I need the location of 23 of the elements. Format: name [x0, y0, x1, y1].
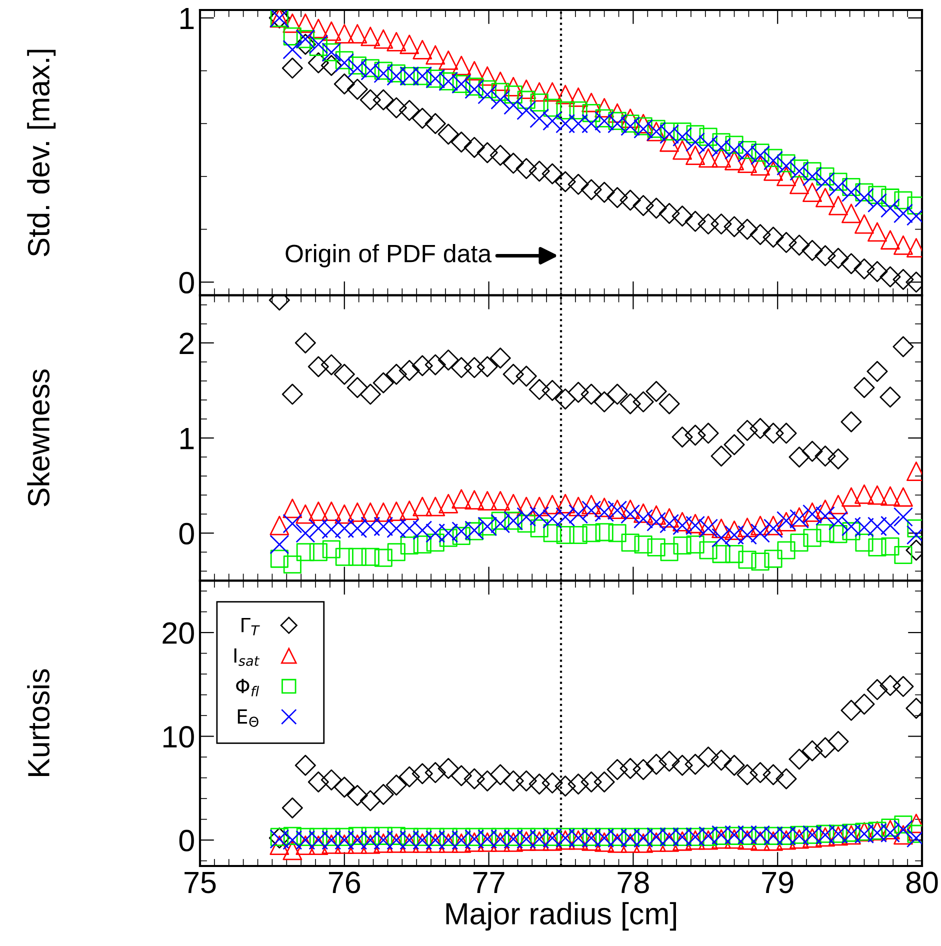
x-tick-label: 78 — [618, 872, 649, 894]
annotation: Origin of PDF data — [286, 244, 492, 268]
y-axis-title: Kurtosis — [27, 669, 50, 776]
x-tick-label: 79 — [762, 872, 794, 894]
y-tick-label: 2 — [180, 332, 194, 354]
legend-label: E$_{Θ}$ — [238, 709, 258, 727]
x-tick-label: 80 — [906, 872, 938, 894]
y-tick-label: 0 — [179, 830, 194, 852]
x-tick-label: 76 — [328, 872, 360, 894]
y-tick-label: 10 — [163, 726, 194, 748]
y-tick-label: 1 — [180, 428, 194, 450]
y-tick-label: 1 — [180, 8, 194, 29]
y-tick-label: 0 — [179, 522, 194, 544]
x-tick-label: 77 — [473, 872, 504, 894]
y-tick-label: 0 — [179, 272, 194, 294]
x-axis-title: Major radius [cm] — [446, 902, 676, 931]
y-tick-label: 20 — [162, 622, 194, 644]
legend-label: I$_{sat}$ — [234, 648, 260, 666]
y-axis-title: Skewness — [27, 369, 50, 506]
y-axis-title: Std. dev. [max.] — [27, 50, 56, 256]
legend-label: Γ$_{T}$ — [242, 618, 260, 636]
legend-label: Φ$_{fl}$ — [236, 678, 260, 696]
x-tick-label: 75 — [184, 872, 216, 894]
